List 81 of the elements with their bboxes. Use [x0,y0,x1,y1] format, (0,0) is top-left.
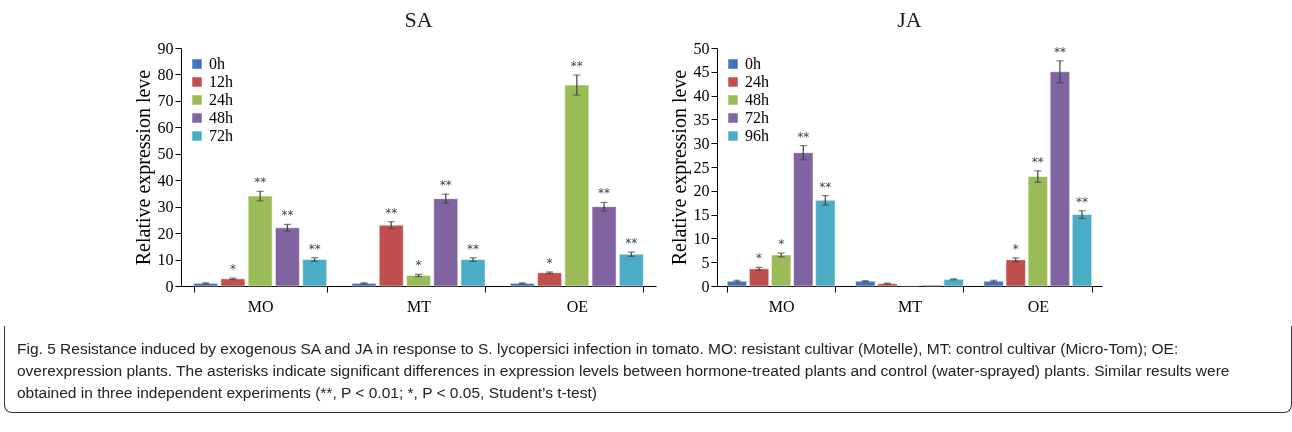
bar [749,268,770,287]
data-label: ** [1053,44,1066,59]
y-tick-label: 10 [157,251,174,269]
y-tick-label: 0 [701,277,710,295]
y-axis-title: Relative expression leve [131,69,155,266]
data-label: ** [1076,194,1089,209]
data-label: ** [570,58,583,73]
y-tick-label: 50 [157,145,174,163]
y-tick-label: 80 [157,65,174,83]
y-tick-label: 60 [157,118,174,136]
legend-label: 96h [745,127,769,144]
y-tick-label: 25 [693,158,710,176]
y-tick-label: 40 [693,87,710,105]
legend-label: 48h [209,109,233,126]
data-label: ** [797,129,810,144]
x-tick-label: OE [1027,297,1049,315]
y-tick-label: 40 [157,171,174,189]
legend-label: 72h [745,109,769,126]
data-label: ** [819,179,832,194]
bar [351,283,377,287]
data-label: ** [385,205,398,220]
x-tick-label: MT [898,297,923,315]
caption: Fig. 5 Resistance induced by exogenous SA and JA in response to S. lycopersici infection in tomato. MO: resistant cultivar (Motelle), MT: control cultivar (Micro-Tom); OE: overexpression plants. The asterisks indicate significant differences in expression levels between hormone-treated plants and control (water-sprayed) plants. Similar results were obtained in three independent experiments (**, P < 0.01; *, P < 0.05, Student’s t-test) [4,326,1292,413]
legend-label: 12h [209,73,233,90]
y-tick-label: 50 [693,39,710,57]
bar [193,283,218,287]
legend-label: 0h [209,55,225,72]
data-label: * [229,262,236,277]
chart-title: SA [404,7,433,32]
bar [220,278,246,287]
y-tick-label: 70 [157,92,174,110]
y-tick-label: 90 [157,39,174,57]
y-tick-label: 30 [693,134,710,152]
data-label: ** [467,241,480,256]
legend-label: 24h [209,91,233,108]
bar [727,280,747,287]
y-axis-title: Relative expression leve [667,69,691,266]
legend-label: 24h [745,73,769,90]
data-label: * [546,255,553,270]
data-label: ** [308,241,321,256]
bar [1072,214,1092,287]
bar [591,206,617,287]
bar [619,254,644,287]
y-tick-label: 5 [701,253,710,271]
data-label: * [415,258,422,273]
y-tick-label: 0 [165,277,174,295]
bar [433,198,458,287]
bar [379,224,404,287]
y-tick-label: 20 [157,224,174,242]
bar [537,272,562,287]
bar [275,227,300,287]
bar [302,259,327,287]
y-tick-label: 20 [693,182,710,200]
bar [460,259,486,287]
bar [406,275,431,287]
x-tick-label: MT [407,297,432,315]
y-tick-label: 35 [693,110,710,128]
bar [247,195,273,287]
bar [510,283,535,287]
data-label: ** [254,175,267,190]
x-tick-label: MO [768,297,795,315]
y-tick-label: 30 [157,198,174,216]
data-label: * [1012,241,1019,256]
y-tick-label: 15 [693,206,710,224]
legend-label: 72h [209,127,233,144]
data-label: ** [1031,154,1044,169]
chart-title: JA [897,7,922,32]
legend-label: 0h [745,55,761,72]
bar [1049,71,1070,287]
data-label: * [778,237,785,252]
x-tick-label: OE [566,297,588,315]
legend-label: 48h [745,91,769,108]
x-tick-label: MO [247,297,274,315]
data-label: ** [439,178,452,193]
data-label: ** [625,236,638,251]
y-tick-label: 45 [693,63,710,81]
data-label: ** [598,186,611,201]
y-tick-label: 10 [693,229,710,247]
bar [564,84,590,287]
data-label: * [756,251,763,266]
data-label: ** [281,208,294,223]
